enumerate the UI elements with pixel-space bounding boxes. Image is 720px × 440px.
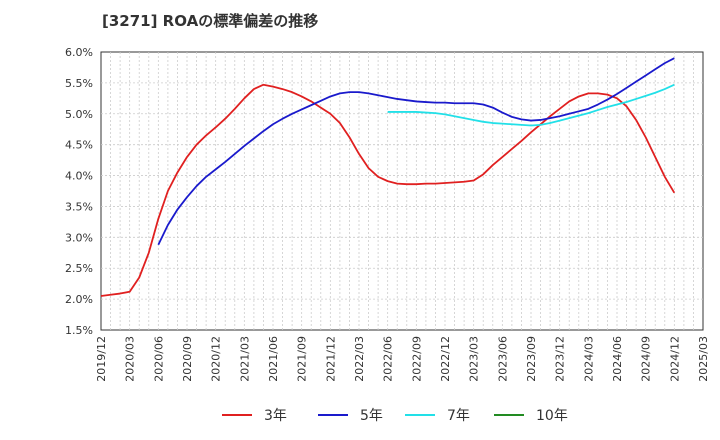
legend-label: 5年 [360, 408, 383, 424]
x-tick-label: 2020/09 [181, 336, 194, 382]
y-axis: 1.5% 2.0% 2.5% 3.0% 3.5% 4.0% 4.5% 5.0% 5.5% 6.0% [65, 46, 93, 337]
grid [101, 52, 703, 330]
plot-frame [100, 51, 704, 331]
x-tick-label: 2025/03 [697, 336, 710, 382]
x-tick-label: 2023/12 [554, 336, 567, 382]
series-layer [100, 57, 676, 297]
legend-label: 3年 [264, 408, 287, 424]
x-tick-label: 2019/12 [95, 336, 108, 382]
y-tick-label: 5.0% [65, 108, 93, 121]
x-tick-label: 2022/09 [410, 336, 423, 382]
x-tick-label: 2021/12 [324, 336, 337, 382]
y-tick-label: 4.0% [65, 170, 93, 183]
x-tick-label: 2023/06 [496, 336, 509, 382]
y-tick-label: 6.0% [65, 46, 93, 59]
x-tick-label: 2021/06 [267, 336, 280, 382]
x-tick-label: 2021/03 [238, 336, 251, 382]
y-tick-label: 5.5% [65, 77, 93, 90]
x-tick-label: 2020/03 [124, 336, 137, 382]
x-tick-label: 2024/03 [582, 336, 595, 382]
y-tick-label: 2.5% [65, 262, 93, 275]
y-tick-label: 3.0% [65, 231, 93, 244]
x-tick-label: 2024/06 [611, 336, 624, 382]
legend-label: 7年 [447, 408, 470, 424]
series-line-5年 [157, 57, 675, 246]
x-tick-label: 2023/03 [468, 336, 481, 382]
x-tick-label: 2022/06 [382, 336, 395, 382]
x-tick-label: 2024/09 [640, 336, 653, 382]
x-axis: 2019/12 2020/03 2020/06 2020/09 2020/12 2021/… [95, 336, 710, 382]
x-tick-label: 2024/12 [668, 336, 681, 382]
x-tick-label: 2022/03 [353, 336, 366, 382]
x-tick-label: 2020/06 [152, 336, 165, 382]
y-tick-label: 4.5% [65, 139, 93, 152]
series-line-3年 [100, 83, 676, 297]
series-line-7年 [387, 83, 675, 127]
y-tick-label: 1.5% [65, 324, 93, 337]
x-tick-label: 2020/12 [210, 336, 223, 382]
y-tick-label: 2.0% [65, 293, 93, 306]
x-tick-label: 2023/09 [525, 336, 538, 382]
chart-title: [3271] ROAの標準偏差の推移 [102, 12, 319, 30]
legend: 3年 5年 7年 10年 [222, 408, 568, 424]
legend-label: 10年 [536, 408, 568, 424]
y-tick-label: 3.5% [65, 200, 93, 213]
plot-area [100, 51, 704, 331]
x-tick-label: 2021/09 [296, 336, 309, 382]
x-tick-label: 2022/12 [439, 336, 452, 382]
